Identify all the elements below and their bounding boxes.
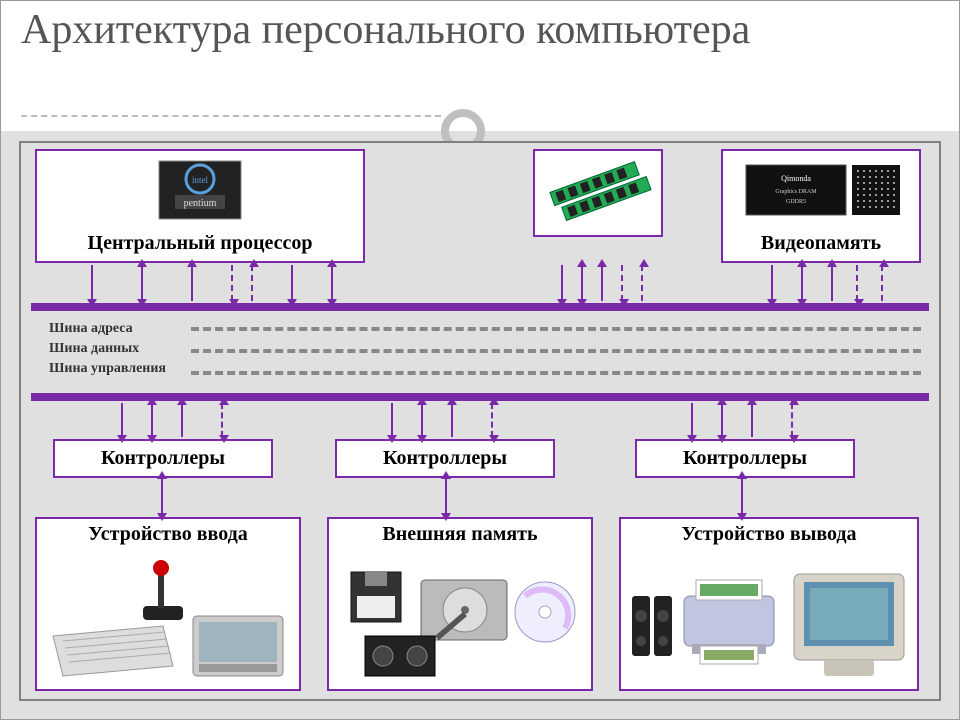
bus-arrow — [881, 265, 883, 301]
bus-arrow — [831, 265, 833, 301]
svg-text:pentium: pentium — [184, 198, 217, 209]
bus-arrow — [751, 403, 753, 437]
bus-arrow — [856, 265, 858, 301]
bus-arrow — [251, 265, 253, 301]
bus-label-data: Шина данных — [49, 341, 139, 357]
bus-arrow — [721, 403, 723, 437]
bus-arrow — [191, 265, 193, 301]
svg-text:Graphics DRAM: Graphics DRAM — [775, 189, 817, 195]
bus-arrow — [141, 265, 143, 301]
bus-arrow — [91, 265, 93, 301]
bus-dash-2 — [191, 349, 921, 353]
bus-arrow — [445, 477, 447, 515]
bus-arrow — [771, 265, 773, 301]
slide-title: Архитектура персонального компьютера — [21, 7, 750, 53]
vram-label: Видеопамять — [723, 228, 919, 261]
bus-arrow — [561, 265, 563, 301]
bus-arrow — [181, 403, 183, 437]
bus-top-bar — [31, 303, 929, 311]
divider — [21, 115, 441, 117]
extmem-label: Внешняя память — [329, 519, 591, 552]
bus-arrow — [691, 403, 693, 437]
bus-arrow — [801, 265, 803, 301]
cpu-image: intel pentium — [37, 151, 363, 228]
bus-label-control: Шина управления — [49, 361, 166, 377]
cpu-label: Центральный процессор — [37, 228, 363, 261]
output-label: Устройство вывода — [621, 519, 917, 552]
bus-arrow — [791, 403, 793, 437]
slide: Архитектура персонального компьютера int… — [0, 0, 960, 720]
bus-arrow — [121, 403, 123, 437]
vram-image: Qimonda Graphics DRAM GDDR5 — [723, 151, 919, 228]
bus-dash-3 — [191, 371, 921, 375]
header: Архитектура персонального компьютера — [1, 1, 959, 131]
input-label: Устройство ввода — [37, 519, 299, 552]
cpu-box: intel pentium Центральный процессор — [35, 149, 365, 263]
bus-arrow — [421, 403, 423, 437]
output-devices-box: Устройство вывода — [619, 517, 919, 691]
svg-text:intel: intel — [192, 175, 208, 185]
bus-label-address: Шина адреса — [49, 321, 133, 337]
vram-box: Qimonda Graphics DRAM GDDR5 Видеоп — [721, 149, 921, 263]
bus-arrow — [231, 265, 233, 301]
bus-arrow — [331, 265, 333, 301]
bus-arrow — [741, 477, 743, 515]
bus-arrow — [221, 403, 223, 437]
bus-arrow — [391, 403, 393, 437]
bus-arrow — [491, 403, 493, 437]
bus-arrow — [451, 403, 453, 437]
bus-arrow — [601, 265, 603, 301]
output-image — [621, 552, 917, 689]
input-image — [37, 552, 299, 689]
svg-text:GDDR5: GDDR5 — [786, 199, 806, 205]
architecture-diagram: intel pentium Центральный процессор — [19, 141, 941, 701]
bus-arrow — [151, 403, 153, 437]
external-memory-box: Внешняя память — [327, 517, 593, 691]
bus-arrow — [161, 477, 163, 515]
ram-image — [535, 151, 661, 235]
input-devices-box: Устройство ввода — [35, 517, 301, 691]
bus-dash-1 — [191, 327, 921, 331]
bus-arrow — [641, 265, 643, 301]
bus-arrow — [581, 265, 583, 301]
bus-arrow — [291, 265, 293, 301]
svg-text:Qimonda: Qimonda — [781, 174, 811, 183]
ram-box — [533, 149, 663, 237]
extmem-image — [329, 552, 591, 689]
bus-arrow — [621, 265, 623, 301]
